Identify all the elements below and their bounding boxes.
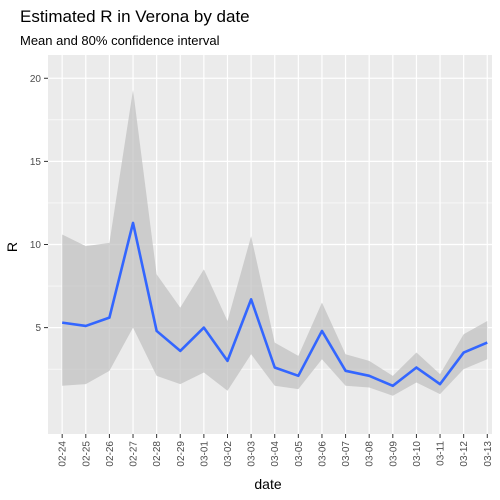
x-axis-ticks: 02-24 02-25 02-26 02-27 02-28 02-29 03-01 03-02… — [58, 434, 494, 467]
confidence-ribbon-layer — [62, 89, 488, 396]
x-tick-label: 03-11 — [436, 441, 447, 466]
x-tick-label: 02-27 — [129, 441, 140, 467]
y-axis-ticks: 5 10 15 20 — [30, 74, 48, 334]
x-axis-title: date — [254, 476, 281, 492]
x-tick-label: 03-07 — [341, 441, 352, 467]
y-tick-label: 10 — [30, 240, 42, 251]
y-axis-title: R — [4, 242, 20, 252]
x-tick-label: 03-06 — [317, 441, 328, 467]
x-tick-label: 03-05 — [294, 441, 305, 467]
x-tick-label: 03-01 — [199, 441, 210, 467]
x-tick-label: 02-28 — [152, 441, 163, 467]
y-tick-label: 5 — [35, 323, 41, 334]
x-tick-label: 03-12 — [459, 441, 470, 467]
chart-title: Estimated R in Verona by date — [20, 7, 250, 26]
x-tick-label: 02-24 — [58, 441, 69, 467]
y-tick-label: 20 — [30, 74, 42, 85]
confidence-ribbon — [62, 89, 488, 396]
x-tick-label: 02-25 — [81, 441, 92, 467]
y-tick-label: 15 — [30, 157, 42, 168]
x-tick-label: 03-02 — [223, 441, 234, 467]
x-tick-label: 03-13 — [483, 441, 494, 467]
mean-line-layer — [61, 221, 488, 388]
x-tick-label: 03-04 — [270, 441, 281, 467]
x-tick-label: 03-03 — [247, 441, 258, 467]
x-tick-label: 02-26 — [105, 441, 116, 467]
x-tick-label: 03-10 — [412, 441, 423, 467]
x-tick-label: 03-08 — [365, 441, 376, 467]
mean-line — [61, 221, 488, 388]
x-tick-label: 03-09 — [388, 441, 399, 467]
chart-subtitle: Mean and 80% confidence interval — [20, 33, 220, 48]
x-tick-label: 02-29 — [176, 441, 187, 467]
